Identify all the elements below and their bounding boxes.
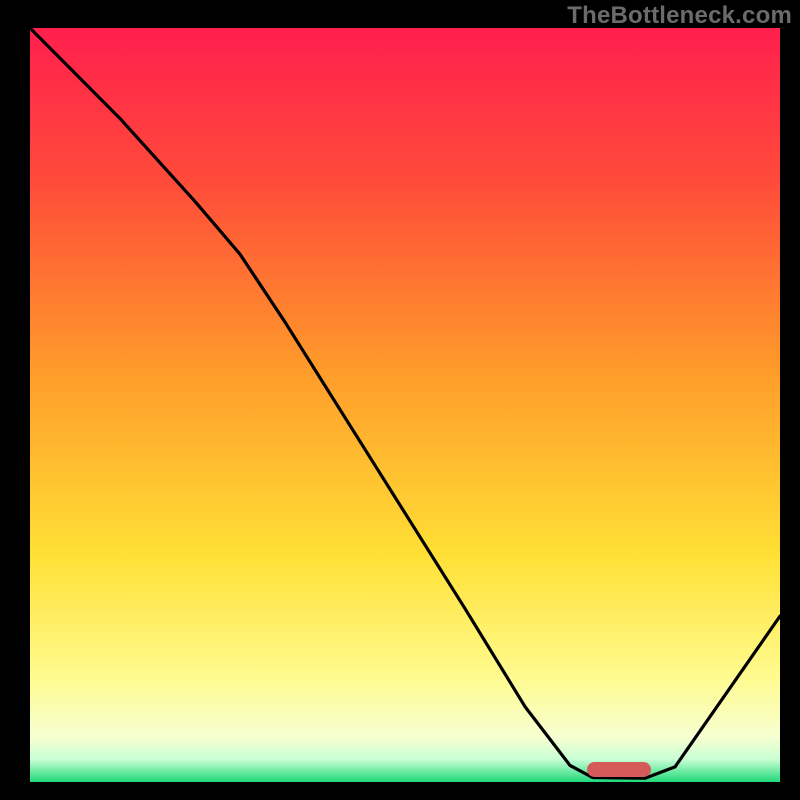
optimal-marker	[587, 762, 651, 777]
watermark-text: TheBottleneck.com	[567, 2, 792, 30]
plot-area	[30, 28, 780, 782]
chart-frame: TheBottleneck.com	[0, 0, 800, 800]
bottleneck-curve	[30, 28, 780, 778]
curve-svg	[30, 28, 780, 782]
